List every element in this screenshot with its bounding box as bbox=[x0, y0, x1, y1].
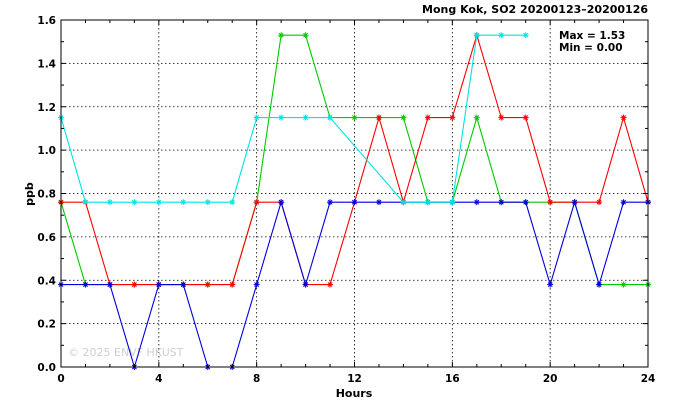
data-point bbox=[204, 199, 211, 206]
x-tick-label: 12 bbox=[347, 373, 362, 385]
y-tick-label: 1.4 bbox=[37, 58, 56, 70]
data-point bbox=[522, 199, 529, 206]
data-point bbox=[131, 199, 138, 206]
y-axis-ticks: 0.0 0.2 0.4 0.6 0.8 1.0 1.2 1.4 1.6 bbox=[37, 15, 648, 374]
data-point bbox=[498, 32, 505, 39]
x-axis-label: Hours bbox=[336, 387, 373, 400]
y-tick-label: 0.6 bbox=[37, 232, 56, 244]
data-point bbox=[106, 199, 113, 206]
data-point bbox=[155, 199, 162, 206]
data-point bbox=[375, 114, 382, 121]
data-point bbox=[131, 281, 138, 288]
data-point bbox=[204, 281, 211, 288]
data-point bbox=[229, 281, 236, 288]
data-point bbox=[620, 199, 627, 206]
data-point bbox=[620, 114, 627, 121]
data-point bbox=[375, 199, 382, 206]
data-point bbox=[253, 199, 260, 206]
chart-title: Mong Kok, SO2 20200123–20200126 bbox=[422, 3, 648, 16]
data-point bbox=[351, 114, 358, 121]
data-point bbox=[82, 281, 89, 288]
y-tick-label: 1.2 bbox=[37, 102, 56, 114]
data-point bbox=[400, 114, 407, 121]
data-point bbox=[400, 199, 407, 206]
series-3 bbox=[58, 32, 529, 206]
data-point bbox=[278, 32, 285, 39]
data-point bbox=[327, 114, 334, 121]
data-point bbox=[571, 199, 578, 206]
data-point bbox=[327, 281, 334, 288]
data-point bbox=[302, 32, 309, 39]
data-point bbox=[278, 199, 285, 206]
min-label: Min = 0.00 bbox=[559, 42, 623, 54]
data-point bbox=[229, 199, 236, 206]
data-point bbox=[596, 199, 603, 206]
grid-lines bbox=[61, 20, 648, 367]
data-point bbox=[253, 114, 260, 121]
x-tick-label: 8 bbox=[253, 373, 260, 385]
data-point bbox=[302, 114, 309, 121]
data-point bbox=[498, 114, 505, 121]
data-point bbox=[449, 199, 456, 206]
data-point bbox=[449, 114, 456, 121]
data-point bbox=[424, 199, 431, 206]
data-point bbox=[596, 281, 603, 288]
data-point bbox=[253, 281, 260, 288]
data-point bbox=[351, 199, 358, 206]
x-tick-label: 24 bbox=[641, 373, 656, 385]
data-point bbox=[473, 199, 480, 206]
data-point bbox=[620, 281, 627, 288]
y-axis-label: ppb bbox=[23, 182, 36, 206]
x-tick-label: 16 bbox=[445, 373, 460, 385]
data-point bbox=[180, 199, 187, 206]
x-tick-label: 0 bbox=[57, 373, 64, 385]
data-point bbox=[473, 114, 480, 121]
data-point bbox=[498, 199, 505, 206]
data-series bbox=[58, 32, 651, 370]
y-tick-label: 0.4 bbox=[37, 275, 56, 287]
x-tick-label: 4 bbox=[155, 373, 162, 385]
y-tick-label: 0.0 bbox=[37, 362, 56, 374]
data-point bbox=[547, 199, 554, 206]
data-point bbox=[82, 199, 89, 206]
max-label: Max = 1.53 bbox=[559, 30, 625, 42]
y-tick-label: 1.0 bbox=[37, 145, 56, 157]
data-point bbox=[547, 281, 554, 288]
data-point bbox=[327, 199, 334, 206]
data-point bbox=[180, 281, 187, 288]
data-point bbox=[155, 281, 162, 288]
y-tick-label: 0.8 bbox=[37, 189, 56, 201]
y-tick-label: 1.6 bbox=[37, 15, 56, 27]
series-line bbox=[60, 34, 526, 203]
data-point bbox=[278, 114, 285, 121]
x-tick-label: 20 bbox=[543, 373, 558, 385]
data-point bbox=[302, 281, 309, 288]
y-tick-label: 0.2 bbox=[37, 319, 56, 331]
watermark: © 2025 ENVF HKUST bbox=[68, 346, 184, 359]
data-point bbox=[424, 114, 431, 121]
data-point bbox=[522, 114, 529, 121]
data-point bbox=[522, 32, 529, 39]
data-point bbox=[106, 281, 113, 288]
x-axis-ticks: 0 4 8 12 16 20 24 bbox=[57, 20, 655, 385]
data-point bbox=[473, 32, 480, 39]
